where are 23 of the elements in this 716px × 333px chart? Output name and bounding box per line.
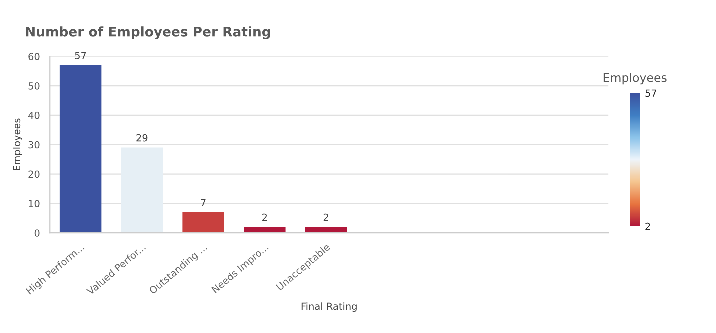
data-label: 57 — [75, 52, 86, 60]
color-bar-title: Employees — [604, 73, 667, 85]
data-label: 7 — [201, 199, 206, 206]
bar — [60, 65, 102, 234]
bar — [182, 212, 224, 234]
bar — [305, 227, 348, 234]
x-axis-title: Final Rating — [302, 302, 357, 312]
y-tick-label: 10 — [29, 200, 40, 208]
data-label: 2 — [324, 214, 328, 222]
y-axis-title: Employees — [13, 118, 22, 171]
y-tick-label: 50 — [28, 82, 40, 90]
color-bar-label: 57 — [646, 90, 657, 98]
color-bar-label: 2 — [646, 222, 650, 230]
data-label: 2 — [262, 214, 268, 222]
y-tick-label: 60 — [28, 53, 40, 60]
chart-title: Number of Employees Per Rating — [26, 26, 270, 40]
y-tick-label: 0 — [34, 230, 40, 237]
bar — [244, 227, 286, 234]
y-tick-label: 30 — [28, 141, 40, 149]
y-tick-label: 40 — [28, 112, 40, 120]
y-tick-label: 20 — [28, 170, 40, 178]
bar — [121, 148, 164, 234]
data-label: 29 — [136, 134, 148, 142]
